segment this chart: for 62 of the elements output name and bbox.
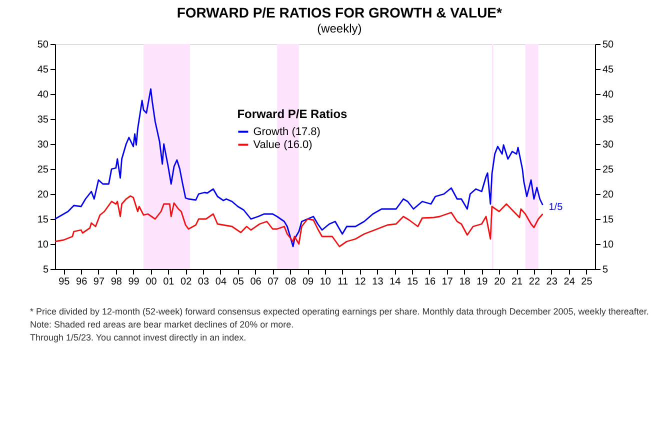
y-tick-label: 30 xyxy=(37,140,49,150)
x-tick-label: 25 xyxy=(581,276,593,288)
y2-tick-label: 10 xyxy=(602,240,614,250)
text: * Price divided by 12-month (52-week) forward consensus expected operating earnings per share. Monthly data through December 2005, weekly thereafter. xyxy=(30,306,649,316)
chart-title: FORWARD P/E RATIOS FOR GROWTH & VALUE* xyxy=(176,4,503,20)
x-tick-label: 10 xyxy=(320,276,332,288)
x-tick-label: 97 xyxy=(93,276,105,288)
x-tick-label: 23 xyxy=(546,276,558,288)
legend-label: Growth (17.8) xyxy=(253,126,320,138)
y2-tick-label: 50 xyxy=(602,40,614,50)
x-tick-label: 21 xyxy=(511,276,524,288)
annotation: 1/5 xyxy=(548,202,564,213)
x-tick-label: 07 xyxy=(268,276,280,288)
y-tick-label: 10 xyxy=(37,240,49,250)
x-tick-label: 01 xyxy=(163,276,175,288)
y-tick-label: 35 xyxy=(37,114,49,126)
x-tick-label: 05 xyxy=(232,276,244,288)
text: Note: Shaded red areas are bear market declines of 20% or more. xyxy=(30,320,294,330)
x-tick-label: 16 xyxy=(424,276,436,288)
x-tick-label: 15 xyxy=(406,276,419,288)
x-tick-label: 14 xyxy=(390,276,402,288)
x-tick-label: 22 xyxy=(528,276,540,288)
x-tick-label: 99 xyxy=(128,276,140,288)
y-tick-label: 45 xyxy=(37,64,49,76)
x-tick-label: 13 xyxy=(372,276,384,288)
y2-tick-label: 40 xyxy=(602,90,614,100)
x-tick-label: 03 xyxy=(198,276,210,288)
x-tick-label: 00 xyxy=(146,276,158,288)
x-tick-label: 06 xyxy=(250,276,262,288)
y-tick-label: 25 xyxy=(37,164,49,176)
y-tick-label: 5 xyxy=(42,264,49,276)
x-tick-label: 18 xyxy=(459,276,471,288)
y2-tick-label: 30 xyxy=(602,140,614,150)
x-tick-label: 08 xyxy=(285,276,297,288)
y2-tick-label: 15 xyxy=(602,214,614,226)
x-tick-label: 98 xyxy=(110,276,122,288)
y2-tick-label: 35 xyxy=(602,114,614,126)
chart-subtitle: (weekly) xyxy=(317,22,362,36)
x-tick-label: 02 xyxy=(180,276,192,288)
y-tick-label: 50 xyxy=(37,40,49,50)
y2-tick-label: 20 xyxy=(602,190,614,200)
x-tick-label: 12 xyxy=(354,276,366,288)
x-tick-label: 96 xyxy=(76,276,88,288)
x-tick-label: 95 xyxy=(58,276,70,288)
y-tick-label: 20 xyxy=(37,190,49,200)
x-tick-label: 20 xyxy=(494,276,506,288)
x-tick-label: 11 xyxy=(338,276,348,288)
y2-tick-label: 5 xyxy=(602,264,608,276)
y2-tick-label: 45 xyxy=(602,64,614,76)
y2-tick-label: 25 xyxy=(602,164,614,176)
x-tick-label: 19 xyxy=(476,276,488,288)
legend-label: Value (16.0) xyxy=(253,138,312,151)
legend-title: Forward P/E Ratios xyxy=(237,106,348,121)
line-series xyxy=(54,88,544,248)
y-tick-label: 40 xyxy=(37,90,49,100)
y-tick-label: 15 xyxy=(37,214,49,226)
x-tick-label: 09 xyxy=(302,276,314,288)
line-series xyxy=(54,195,544,248)
x-tick-label: 04 xyxy=(215,276,227,288)
x-tick-label: 24 xyxy=(564,276,576,288)
text: Through 1/5/23. You cannot invest directly in an index. xyxy=(30,332,246,342)
x-tick-label: 17 xyxy=(442,276,454,288)
